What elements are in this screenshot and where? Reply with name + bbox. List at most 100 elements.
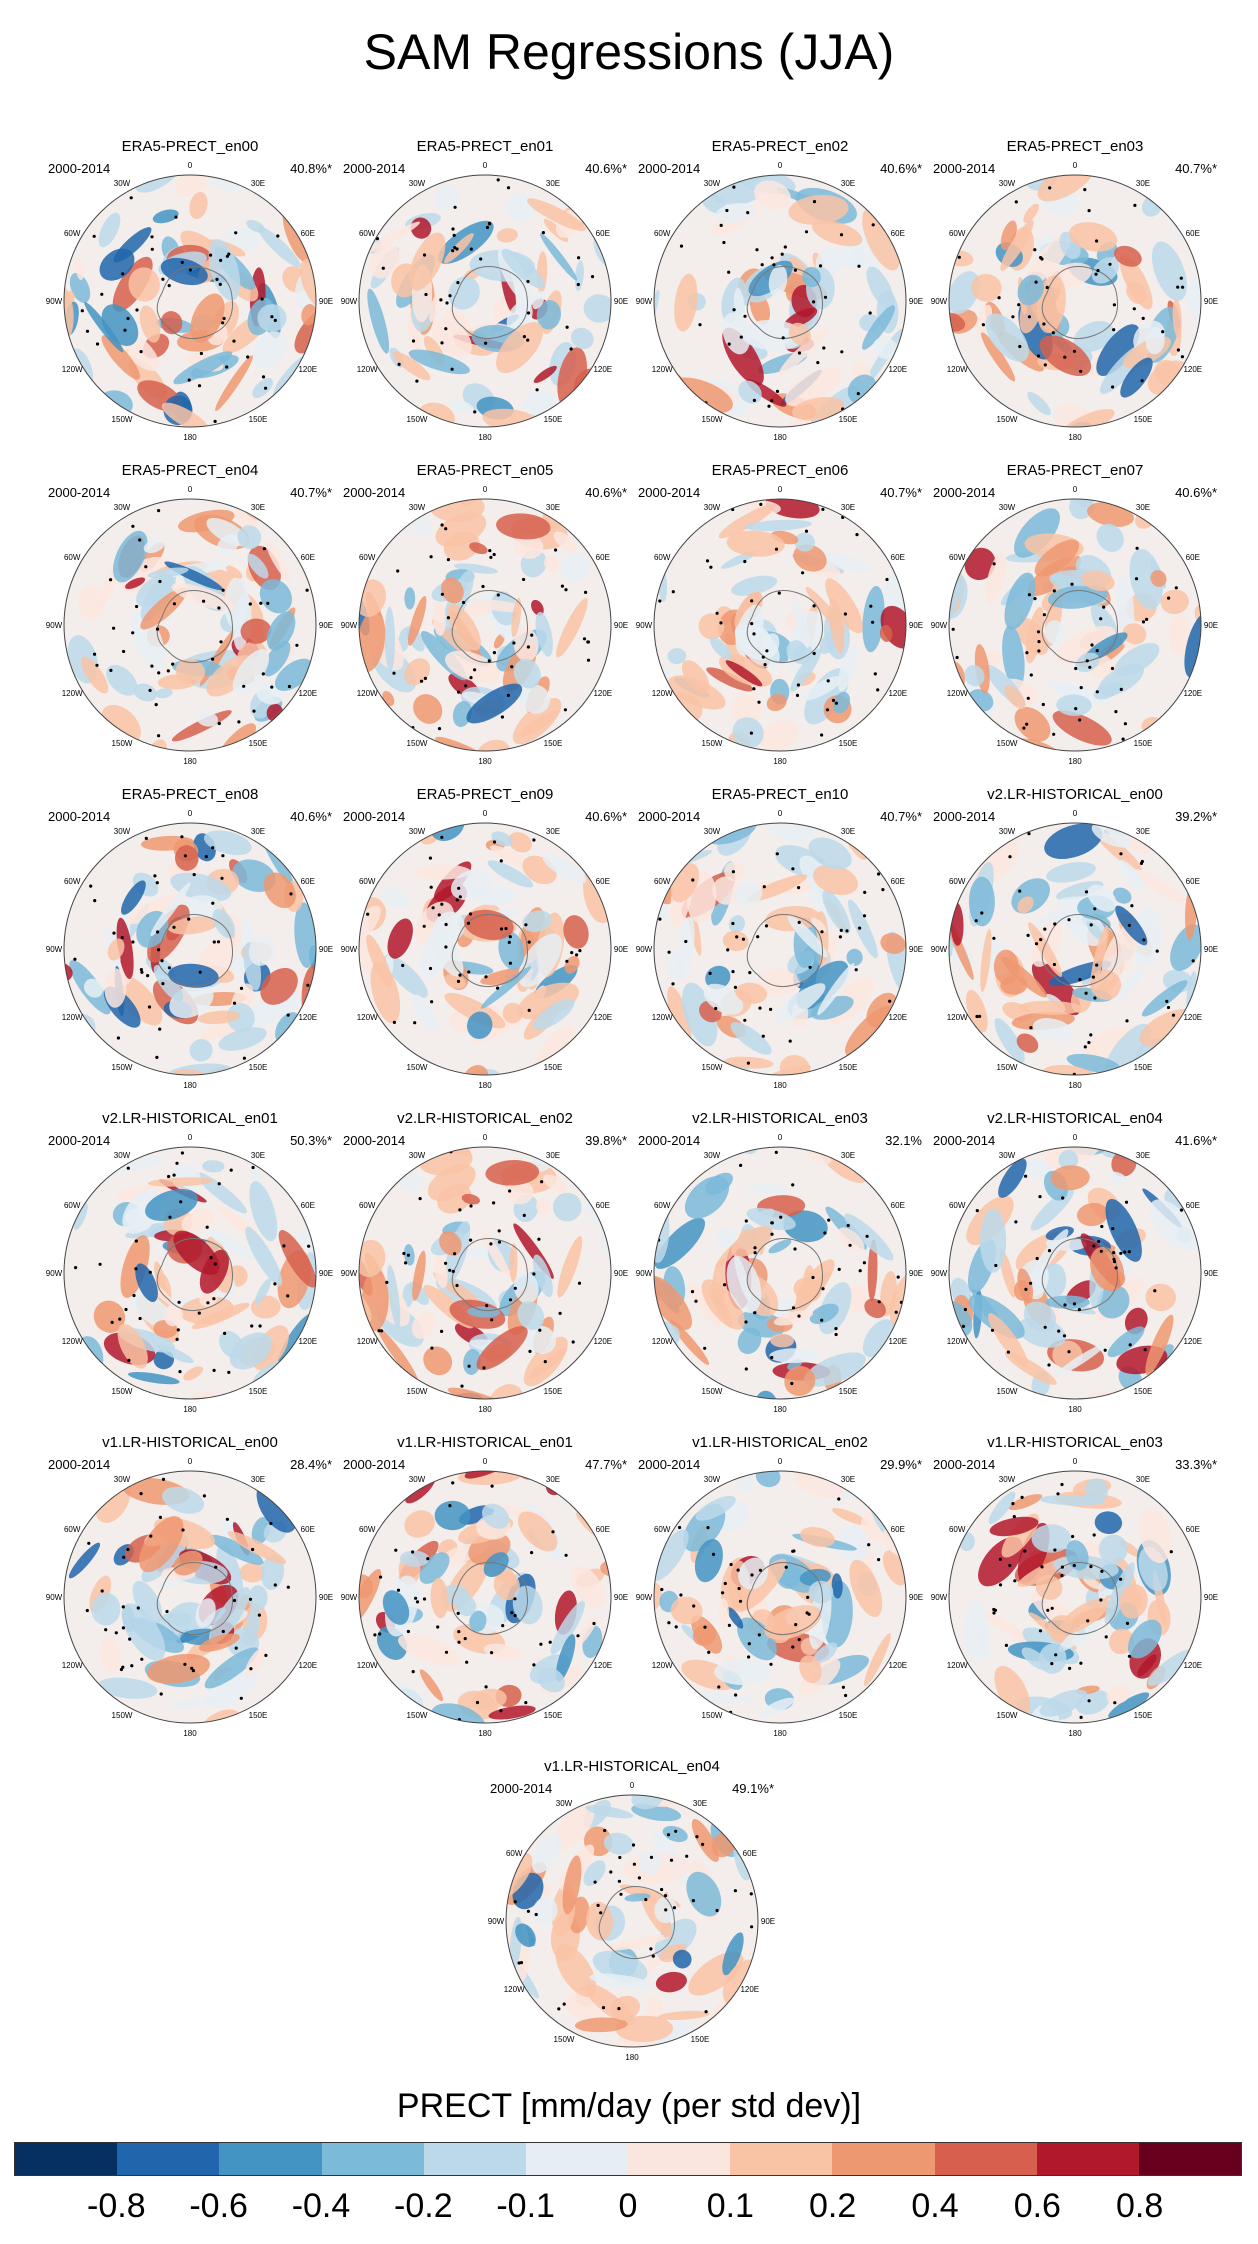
longitude-label: 30E [251, 1151, 265, 1160]
map-boundary [948, 1146, 1202, 1400]
longitude-label: 120W [652, 1661, 673, 1670]
map-panel: ERA5-PRECT_en03 2000-2014 40.7%* 0 30E 60E 90E… [925, 138, 1225, 442]
panel-title: v2.LR-HISTORICAL_en01 [102, 1110, 278, 1127]
panel-period: 2000-2014 [343, 1133, 406, 1148]
colorbar-segment [730, 2143, 833, 2175]
longitude-label: 180 [625, 2053, 639, 2062]
precip-anomaly-field [64, 499, 316, 751]
antarctica-coastline [746, 266, 824, 340]
longitude-label: 150E [544, 1063, 563, 1072]
longitude-label: 60W [64, 553, 81, 562]
longitude-label: 150E [839, 739, 858, 748]
longitude-label: 90W [341, 1593, 358, 1602]
map-boundary [358, 1146, 612, 1400]
longitude-label: 30W [409, 1475, 426, 1484]
longitude-label: 150E [1134, 1387, 1153, 1396]
longitude-label: 30W [556, 1799, 573, 1808]
polar-map: 0 30E 60E 90E 120E 150E 180 150W 120W 90W 60W 30W [636, 485, 923, 766]
antarctica-coastline [598, 1886, 676, 1960]
longitude-label: 120E [298, 365, 317, 374]
longitude-label: 90E [614, 1269, 628, 1278]
precip-anomaly-field [949, 175, 1201, 427]
map-boundary [63, 498, 317, 752]
panel-explained-variance: 32.1% [885, 1133, 922, 1148]
longitude-label: 60E [301, 229, 315, 238]
panel-period: 2000-2014 [933, 809, 996, 824]
longitude-label: 30E [841, 1151, 855, 1160]
longitude-label: 30E [251, 827, 265, 836]
polar-map: 0 30E 60E 90E 120E 150E 180 150W 120W 90W 60W 30W [488, 1781, 775, 2062]
longitude-label: 90W [341, 297, 358, 306]
longitude-label: 150W [702, 1387, 723, 1396]
precip-anomaly-field [949, 1471, 1201, 1723]
longitude-label: 0 [1073, 809, 1078, 818]
longitude-label: 30E [1136, 179, 1150, 188]
longitude-label: 120W [62, 1661, 83, 1670]
longitude-label: 90W [931, 1593, 948, 1602]
map-panel: v1.LR-HISTORICAL_en03 2000-2014 33.3%* 0 30E… [925, 1434, 1225, 1738]
map-panel: ERA5-PRECT_en02 2000-2014 40.6%* 0 30E 60E 90E… [630, 138, 930, 442]
figure-title: SAM Regressions (JJA) [363, 24, 895, 80]
precip-anomaly-field [654, 1471, 906, 1723]
longitude-label: 150W [112, 1063, 133, 1072]
longitude-label: 150E [544, 415, 563, 424]
colorbar-segment [1138, 2143, 1242, 2175]
longitude-label: 90W [931, 1269, 948, 1278]
longitude-label: 120W [652, 1337, 673, 1346]
colorbar [14, 2142, 1242, 2176]
longitude-label: 90W [341, 1269, 358, 1278]
longitude-label: 0 [778, 1133, 783, 1142]
map-boundary [653, 822, 907, 1076]
panel-explained-variance: 40.6%* [290, 809, 332, 824]
precip-anomaly-field [654, 499, 906, 751]
longitude-label: 120W [62, 365, 83, 374]
map-panel: v1.LR-HISTORICAL_en04 2000-2014 49.1%* 0 30E… [482, 1758, 782, 2062]
longitude-label: 30W [409, 503, 426, 512]
panel-period: 2000-2014 [343, 809, 406, 824]
longitude-label: 120W [62, 1337, 83, 1346]
map-boundary [63, 1146, 317, 1400]
map-panel: v2.LR-HISTORICAL_en00 2000-2014 39.2%* 0 30E… [925, 786, 1225, 1090]
longitude-label: 30W [704, 1151, 721, 1160]
longitude-label: 60W [359, 229, 376, 238]
longitude-label: 90E [909, 1593, 923, 1602]
longitude-label: 90E [319, 945, 333, 954]
longitude-label: 0 [188, 809, 193, 818]
panel-title: ERA5-PRECT_en10 [711, 786, 849, 803]
longitude-label: 0 [483, 809, 488, 818]
panel-period: 2000-2014 [638, 161, 701, 176]
longitude-label: 150W [702, 739, 723, 748]
precip-anomaly-field [949, 499, 1201, 751]
longitude-label: 30W [704, 179, 721, 188]
longitude-label: 30W [409, 827, 426, 836]
longitude-label: 120E [888, 1337, 907, 1346]
longitude-label: 150E [839, 415, 858, 424]
panel-title: v1.LR-HISTORICAL_en02 [692, 1434, 868, 1451]
longitude-label: 120E [888, 1661, 907, 1670]
map-boundary [358, 174, 612, 428]
precip-anomaly-field [949, 1147, 1201, 1399]
map-panel: v1.LR-HISTORICAL_en01 2000-2014 47.7%* 0 30E… [335, 1434, 635, 1738]
panel-title: v1.LR-HISTORICAL_en04 [544, 1758, 720, 1775]
colorbar-tick-label: 0.4 [911, 2187, 959, 2225]
longitude-label: 90W [46, 945, 63, 954]
map-boundary [948, 174, 1202, 428]
longitude-label: 60W [64, 229, 81, 238]
longitude-label: 60E [891, 553, 905, 562]
polar-map: 0 30E 60E 90E 120E 150E 180 150W 120W 90W 60W 30W [46, 1457, 333, 1738]
map-panel: ERA5-PRECT_en04 2000-2014 40.7%* 0 30E 60E 90E… [40, 462, 340, 766]
panel-explained-variance: 39.8%* [585, 1133, 627, 1148]
longitude-label: 0 [1073, 485, 1078, 494]
longitude-label: 60E [596, 877, 610, 886]
longitude-label: 0 [1073, 1457, 1078, 1466]
longitude-label: 0 [483, 485, 488, 494]
longitude-label: 150W [702, 1711, 723, 1720]
panel-period: 2000-2014 [48, 485, 111, 500]
panel-title: ERA5-PRECT_en04 [121, 462, 259, 479]
longitude-label: 150W [997, 739, 1018, 748]
colorbar-segment [423, 2143, 526, 2175]
longitude-label: 180 [478, 1729, 492, 1738]
longitude-label: 60W [949, 1525, 966, 1534]
longitude-label: 150W [702, 415, 723, 424]
colorbar-segment [1036, 2143, 1139, 2175]
